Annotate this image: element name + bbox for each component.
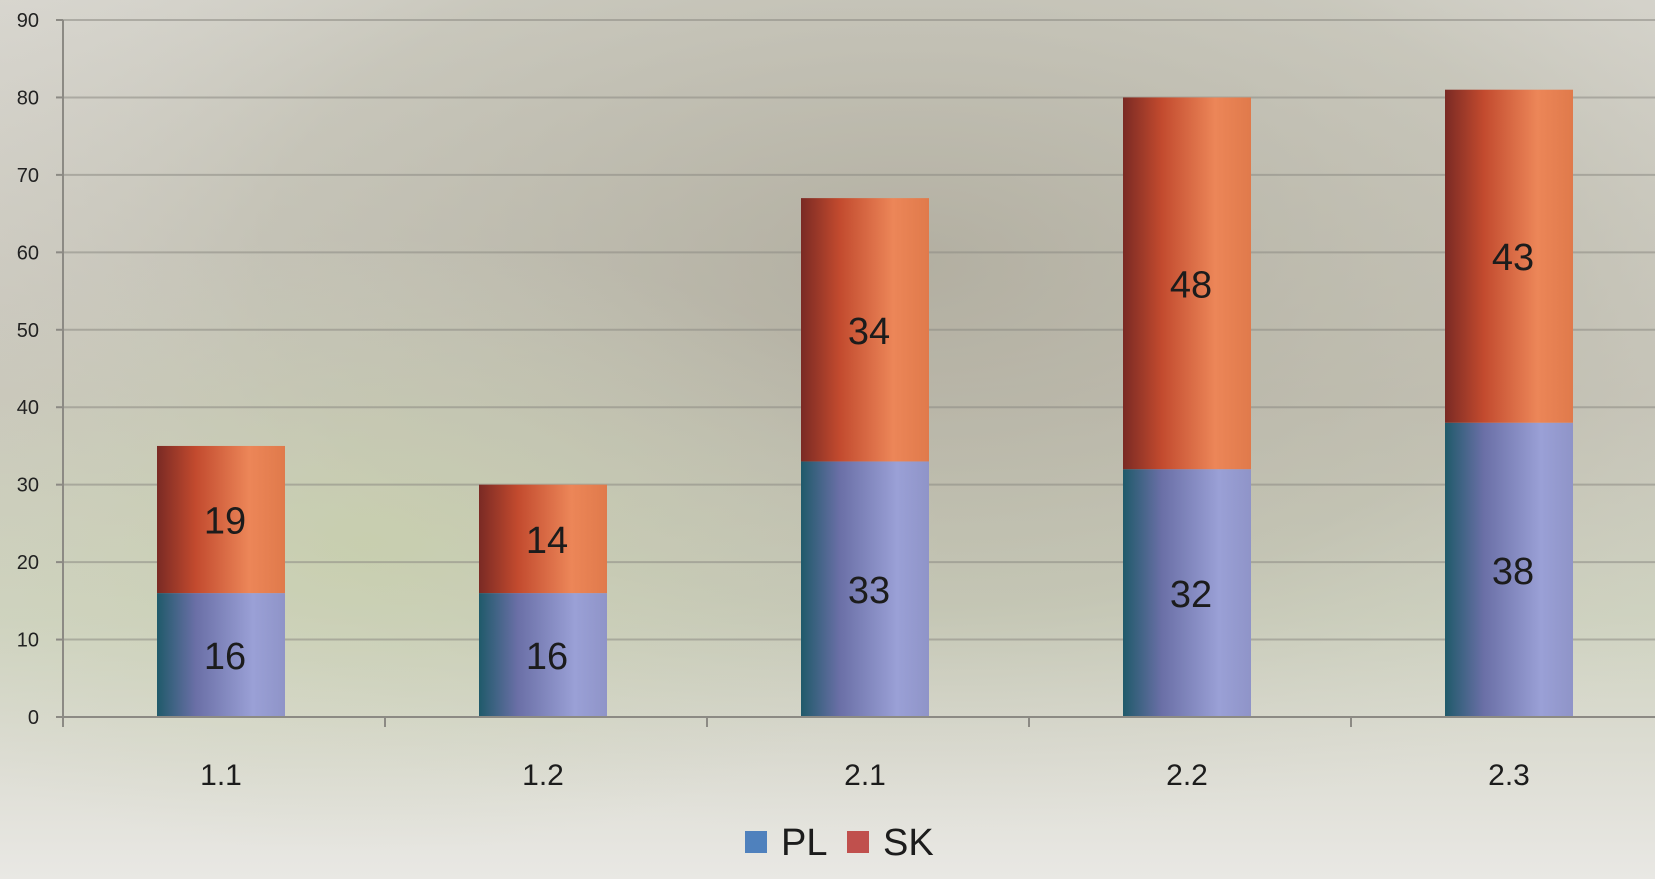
bar-pl-2.1 bbox=[801, 461, 929, 717]
data-label-sk-1.1: 19 bbox=[204, 501, 246, 543]
x-tick-label: 2.2 bbox=[1166, 759, 1208, 792]
legend-label-sk: SK bbox=[883, 822, 934, 864]
y-tick-label: 50 bbox=[17, 320, 39, 342]
x-tick-label: 1.2 bbox=[522, 759, 564, 792]
labels: 0 10 20 30 40 50 60 70 80 90 16 19 1.1 16 14 1.2 33 34 2.1… bbox=[17, 10, 1534, 792]
y-tick-label: 40 bbox=[17, 397, 39, 419]
data-label-sk-2.1: 34 bbox=[848, 311, 890, 353]
data-label-sk-2.3: 43 bbox=[1492, 237, 1534, 279]
bar-pl-2.3 bbox=[1445, 422, 1573, 717]
bar-pl-2.2 bbox=[1123, 469, 1251, 717]
axes bbox=[56, 19, 1655, 727]
bars bbox=[157, 89, 1573, 717]
legend-swatch-sk bbox=[847, 831, 869, 853]
x-tick-label: 2.3 bbox=[1488, 759, 1530, 792]
legend-label-pl: PL bbox=[781, 822, 827, 864]
legend-swatch-pl bbox=[745, 831, 767, 853]
data-label-sk-2.2: 48 bbox=[1170, 264, 1212, 306]
y-tick-label: 30 bbox=[17, 475, 39, 497]
bar-pl-1.1 bbox=[157, 593, 285, 717]
data-label-pl-2.3: 38 bbox=[1492, 551, 1534, 593]
x-tick-label: 2.1 bbox=[844, 759, 886, 792]
bar-sk-1.2 bbox=[479, 484, 607, 594]
y-tick-label: 0 bbox=[28, 707, 39, 729]
legend: PL SK bbox=[745, 822, 934, 864]
y-tick-label: 10 bbox=[17, 630, 39, 652]
data-label-pl-2.2: 32 bbox=[1170, 574, 1212, 616]
y-tick-label: 70 bbox=[17, 165, 39, 187]
y-tick-label: 20 bbox=[17, 552, 39, 574]
bar-sk-1.1 bbox=[157, 445, 285, 594]
y-tick-label: 60 bbox=[17, 242, 39, 264]
y-tick-label: 90 bbox=[17, 10, 39, 32]
bar-sk-2.3 bbox=[1445, 89, 1573, 423]
bar-pl-1.2 bbox=[479, 593, 607, 717]
y-tick-label: 80 bbox=[17, 87, 39, 109]
bar-sk-2.2 bbox=[1123, 97, 1251, 470]
bar-sk-2.1 bbox=[801, 198, 929, 462]
data-label-pl-1.2: 16 bbox=[526, 636, 568, 678]
data-label-pl-1.1: 16 bbox=[204, 636, 246, 678]
data-label-pl-2.1: 33 bbox=[848, 570, 890, 612]
data-label-sk-1.2: 14 bbox=[526, 520, 568, 562]
x-tick-label: 1.1 bbox=[200, 759, 242, 792]
